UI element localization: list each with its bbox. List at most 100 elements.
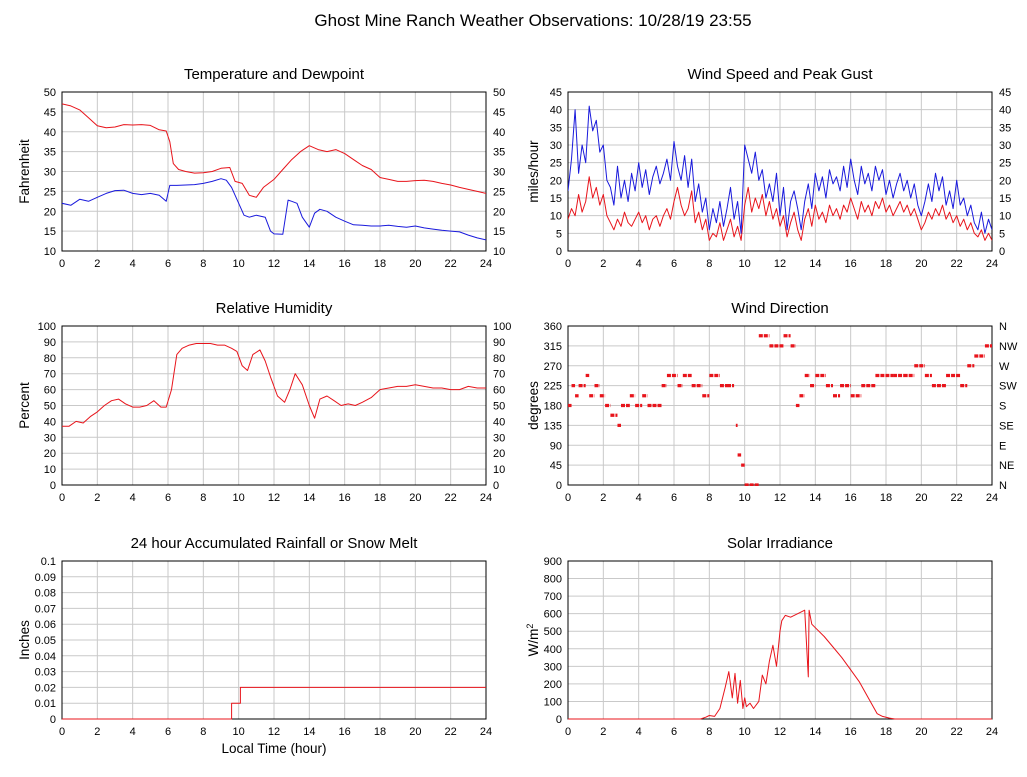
y-axis-label: miles/hour — [526, 140, 541, 203]
y-tick-label: 20 — [44, 206, 56, 218]
y-tick-label: 315 — [544, 341, 562, 353]
right-tick-label: W — [999, 361, 1010, 373]
x-tick-label: 6 — [165, 492, 171, 504]
chart-title: Wind Direction — [731, 300, 829, 317]
chart-title: Wind Speed and Peak Gust — [687, 66, 873, 83]
right-tick-label: 20 — [999, 175, 1011, 187]
plot-frame — [567, 91, 993, 252]
right-tick-label: N — [999, 321, 1007, 333]
right-tick-label: 40 — [999, 105, 1011, 117]
y-tick-label: 30 — [550, 140, 562, 152]
y-tick-label: 700 — [544, 591, 562, 603]
x-tick-label: 20 — [915, 726, 927, 738]
x-tick-label: 22 — [445, 258, 457, 270]
right-tick-label: 50 — [493, 87, 505, 99]
y-tick-label: 30 — [44, 432, 56, 444]
y-tick-label: 400 — [544, 644, 562, 656]
x-tick-label: 4 — [636, 726, 642, 738]
x-tick-label: 6 — [165, 258, 171, 270]
chart-title: 24 hour Accumulated Rainfall or Snow Mel… — [131, 535, 419, 552]
y-tick-label: 200 — [544, 679, 562, 691]
plot-frame — [61, 91, 487, 252]
y-tick-label: 60 — [44, 385, 56, 397]
x-tick-label: 20 — [915, 492, 927, 504]
right-tick-label: SW — [999, 381, 1017, 393]
x-tick-label: 2 — [94, 726, 100, 738]
y-axis-label: W/m2 — [525, 624, 541, 657]
x-tick-label: 14 — [303, 492, 315, 504]
y-tick-label: 0.03 — [35, 667, 56, 679]
x-tick-label: 2 — [94, 258, 100, 270]
x-tick-label: 10 — [233, 258, 245, 270]
right-tick-label: 25 — [493, 186, 505, 198]
x-tick-label: 24 — [480, 726, 492, 738]
x-tick-label: 18 — [880, 492, 892, 504]
y-tick-label: 0 — [50, 714, 56, 726]
y-tick-label: 10 — [44, 464, 56, 476]
x-tick-label: 16 — [339, 258, 351, 270]
y-tick-label: 40 — [550, 105, 562, 117]
right-tick-label: E — [999, 440, 1006, 452]
right-tick-label: SE — [999, 420, 1014, 432]
x-tick-label: 2 — [94, 492, 100, 504]
x-tick-label: 14 — [809, 726, 821, 738]
x-tick-label: 2 — [600, 258, 606, 270]
y-tick-label: 25 — [44, 186, 56, 198]
x-tick-label: 22 — [951, 726, 963, 738]
x-tick-label: 20 — [915, 258, 927, 270]
x-tick-label: 2 — [600, 492, 606, 504]
y-tick-label: 0.04 — [35, 651, 56, 663]
x-tick-label: 8 — [706, 726, 712, 738]
x-tick-label: 4 — [130, 492, 136, 504]
x-tick-label: 18 — [374, 258, 386, 270]
right-tick-label: 50 — [493, 401, 505, 413]
x-tick-label: 6 — [671, 258, 677, 270]
y-tick-label: 0.08 — [35, 588, 56, 600]
plot-frame — [567, 560, 993, 720]
right-tick-label: 80 — [493, 353, 505, 365]
right-tick-label: 5 — [999, 228, 1005, 240]
x-tick-label: 16 — [339, 726, 351, 738]
y-tick-label: 360 — [544, 321, 562, 333]
y-tick-label: 0 — [556, 246, 562, 258]
right-tick-label: 0 — [493, 480, 499, 492]
right-tick-label: 35 — [493, 147, 505, 159]
x-tick-label: 8 — [200, 258, 206, 270]
series-line-2 — [568, 105, 992, 234]
y-tick-label: 135 — [544, 420, 562, 432]
y-tick-label: 600 — [544, 609, 562, 621]
page-title: Ghost Mine Ranch Weather Observations: 1… — [314, 11, 751, 30]
x-tick-label: 6 — [165, 726, 171, 738]
y-tick-label: 0 — [556, 480, 562, 492]
right-tick-label: NE — [999, 460, 1014, 472]
x-tick-label: 12 — [774, 258, 786, 270]
y-tick-label: 0.09 — [35, 572, 56, 584]
x-tick-label: 18 — [374, 492, 386, 504]
y-tick-label: 15 — [44, 226, 56, 238]
y-tick-label: 80 — [44, 353, 56, 365]
x-tick-label: 0 — [565, 258, 571, 270]
y-axis-label: Inches — [17, 620, 32, 660]
x-tick-label: 2 — [600, 726, 606, 738]
y-tick-label: 35 — [550, 122, 562, 134]
right-tick-label: NW — [999, 341, 1018, 353]
x-tick-label: 0 — [59, 258, 65, 270]
y-tick-label: 70 — [44, 369, 56, 381]
x-tick-label: 24 — [986, 492, 998, 504]
plot-frame — [61, 560, 487, 720]
x-axis-label: Local Time (hour) — [221, 741, 326, 756]
series-line-1 — [62, 103, 486, 198]
right-tick-label: 40 — [493, 416, 505, 428]
x-tick-label: 12 — [774, 492, 786, 504]
x-tick-label: 20 — [409, 726, 421, 738]
plot-frame — [61, 325, 487, 486]
y-tick-label: 40 — [44, 416, 56, 428]
y-tick-label: 50 — [44, 401, 56, 413]
right-tick-label: 70 — [493, 369, 505, 381]
x-tick-label: 18 — [880, 258, 892, 270]
right-tick-label: S — [999, 401, 1006, 413]
